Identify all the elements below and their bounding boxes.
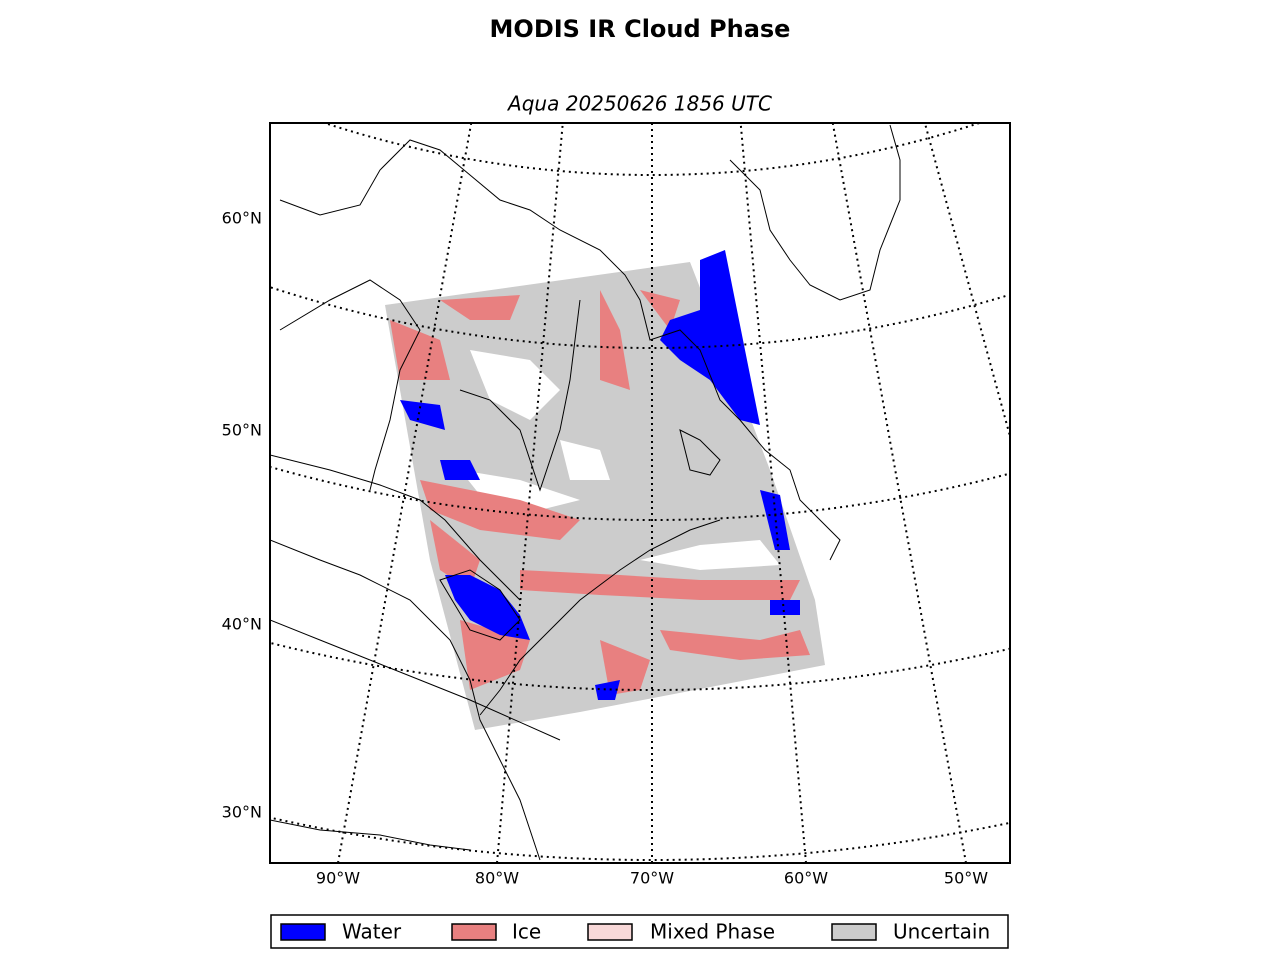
clear-area <box>640 540 780 570</box>
cloud-area <box>440 295 520 320</box>
cloud-area <box>760 490 790 550</box>
legend-swatch <box>831 923 877 941</box>
longitude-label: 80°W <box>475 869 519 888</box>
title: MODIS IR Cloud Phase <box>490 15 791 43</box>
meridian <box>831 123 967 863</box>
axis-labels: 60°N 50°N 40°N 30°N 90°W 80°W 70°W 60°W 50°W <box>222 209 989 888</box>
cloud-area <box>430 520 480 590</box>
cloud-area <box>400 400 445 430</box>
longitude-label: 60°W <box>784 869 828 888</box>
cloud-area <box>460 620 530 690</box>
map <box>270 123 1010 863</box>
cloud-area <box>660 250 760 425</box>
cloud-area <box>600 290 630 390</box>
legend-label: Ice <box>512 920 541 944</box>
cloud-swath <box>385 250 825 730</box>
legend: Water Ice Mixed Phase Uncertain <box>280 920 990 944</box>
legend-label: Uncertain <box>893 920 990 944</box>
cloud-area <box>660 630 810 660</box>
cloud-area <box>445 575 530 640</box>
subtitle: Aqua 20250626 1856 UTC <box>506 92 772 116</box>
legend-label: Water <box>342 920 402 944</box>
cloud-area <box>390 320 450 380</box>
graticule <box>270 123 1010 863</box>
legend-box <box>270 914 1009 949</box>
latitude-label: 50°N <box>222 421 262 440</box>
cloud-area <box>770 600 800 615</box>
clear-area <box>460 470 580 510</box>
cloud-area <box>420 480 580 540</box>
meridian <box>337 123 473 863</box>
legend-swatch <box>280 923 326 941</box>
legend-label: Mixed Phase <box>650 920 775 944</box>
legend-swatch <box>451 923 497 941</box>
coastlines <box>270 124 901 861</box>
cloud-area <box>440 460 480 480</box>
latitude-label: 40°N <box>222 615 262 634</box>
cloud-area <box>595 680 620 700</box>
longitude-label: 90°W <box>316 869 360 888</box>
legend-swatch <box>587 923 633 941</box>
map-frame <box>269 122 1011 864</box>
cloud-area <box>600 640 650 695</box>
parallel <box>270 641 1010 691</box>
longitude-label: 50°W <box>944 869 988 888</box>
longitude-label: 70°W <box>630 869 674 888</box>
latitude-label: 30°N <box>222 803 262 822</box>
latitude-label: 60°N <box>222 209 262 228</box>
clear-area <box>560 440 610 480</box>
